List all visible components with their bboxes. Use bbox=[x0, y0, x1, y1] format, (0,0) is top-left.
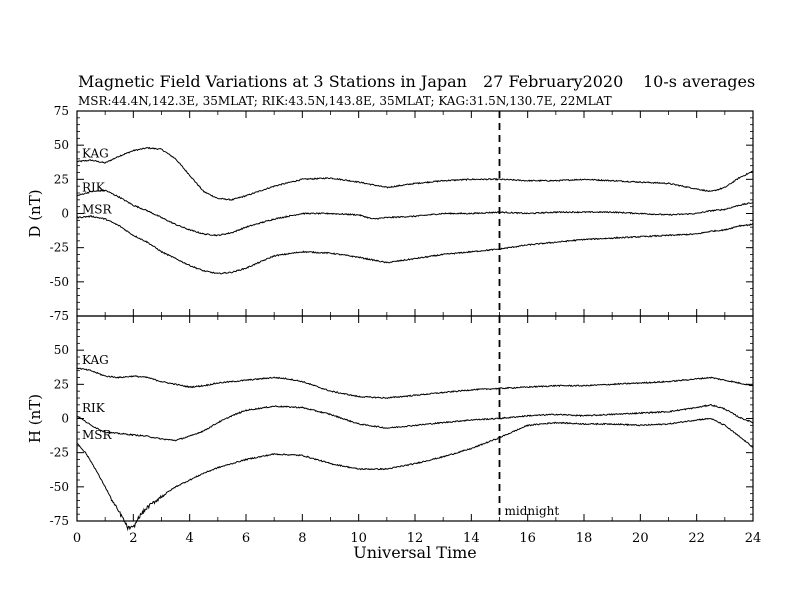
series-D-KAG bbox=[76, 146, 754, 201]
midnight-label: midnight bbox=[505, 504, 560, 518]
x-tick-label: 8 bbox=[298, 531, 306, 546]
panel-H-frame bbox=[76, 315, 754, 522]
x-axis-label: Universal Time bbox=[353, 543, 476, 562]
y-tick-label: 25 bbox=[54, 377, 69, 391]
x-tick-label: 0 bbox=[73, 531, 81, 546]
y-tick-label: -75 bbox=[50, 309, 69, 323]
chart-date: 27 February2020 bbox=[483, 72, 624, 91]
chart-subtitle: MSR:44.4N,142.3E, 35MLAT; RIK:43.5N,143.… bbox=[78, 94, 612, 108]
x-tick-label: 14 bbox=[463, 531, 480, 546]
x-tick-label: 16 bbox=[519, 531, 536, 546]
y-tick-label: 0 bbox=[61, 412, 69, 426]
x-tick-label: 4 bbox=[186, 531, 194, 546]
y-tick-label: -25 bbox=[50, 446, 69, 460]
x-tick-label: 6 bbox=[242, 531, 250, 546]
y-axis-label-H: H (nT) bbox=[26, 394, 44, 443]
series-label-D-RIK: RIK bbox=[82, 181, 106, 195]
y-tick-label: -75 bbox=[50, 514, 69, 528]
y-tick-label: -25 bbox=[50, 241, 69, 255]
x-tick-label: 18 bbox=[576, 531, 593, 546]
x-tick-label: 12 bbox=[407, 531, 424, 546]
y-axis-label-D: D (nT) bbox=[26, 189, 44, 237]
series-label-D-MSR: MSR bbox=[82, 203, 113, 217]
y-tick-label: 0 bbox=[61, 207, 69, 221]
x-tick-label: 22 bbox=[688, 531, 705, 546]
x-tick-label: 10 bbox=[350, 531, 367, 546]
y-tick-label: -50 bbox=[50, 480, 69, 494]
y-tick-label: 25 bbox=[54, 172, 69, 186]
series-H-KAG bbox=[76, 367, 754, 400]
x-tick-label: 24 bbox=[745, 531, 762, 546]
series-label-D-KAG: KAG bbox=[82, 147, 109, 161]
x-tick-label: 20 bbox=[632, 531, 649, 546]
chart-title: Magnetic Field Variations at 3 Stations … bbox=[78, 72, 467, 91]
chart-title-line: Magnetic Field Variations at 3 Stations … bbox=[78, 72, 758, 92]
series-label-H-KAG: KAG bbox=[82, 353, 109, 367]
y-tick-label: 50 bbox=[54, 138, 69, 152]
x-tick-label: 2 bbox=[129, 531, 137, 546]
series-D-MSR bbox=[76, 214, 754, 275]
series-H-MSR bbox=[76, 417, 754, 532]
chart-averaging: 10-s averages bbox=[643, 72, 756, 91]
series-H-RIK bbox=[76, 403, 754, 442]
series-label-H-RIK: RIK bbox=[82, 401, 106, 415]
y-tick-label: -50 bbox=[50, 275, 69, 289]
y-tick-label: 75 bbox=[54, 104, 69, 118]
series-label-H-MSR: MSR bbox=[82, 428, 113, 442]
y-tick-label: 50 bbox=[54, 343, 69, 357]
series-D-RIK bbox=[76, 189, 754, 237]
panel-D-frame bbox=[76, 110, 754, 317]
